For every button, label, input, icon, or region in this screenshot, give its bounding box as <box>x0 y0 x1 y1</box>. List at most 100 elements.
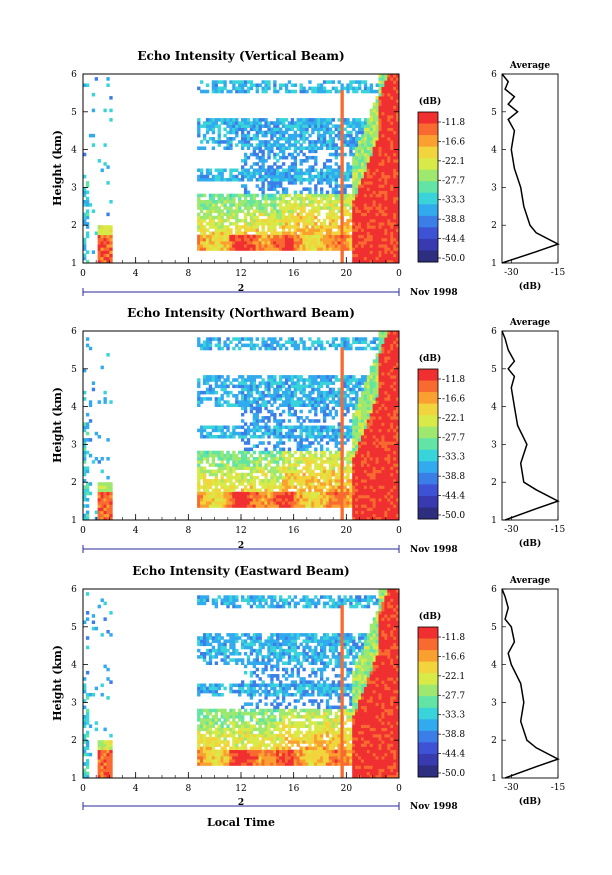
heatmap-cell <box>281 504 286 508</box>
heatmap-cell <box>197 337 201 341</box>
heatmap-cell <box>238 482 242 486</box>
heatmap-cell <box>202 425 207 430</box>
heatmap-cell <box>223 343 227 348</box>
heatmap-cell <box>360 171 365 176</box>
heatmap-cell <box>358 225 362 229</box>
heatmap-cell <box>249 206 254 210</box>
heatmap-cell <box>331 428 336 433</box>
heatmap-cell <box>229 381 233 385</box>
heatmap-cell <box>369 108 374 113</box>
heatmap-cell <box>241 438 245 442</box>
heatmap-cell <box>305 491 309 496</box>
heatmap-cell <box>296 482 300 486</box>
heatmap-cell <box>372 130 376 135</box>
heatmap-cell <box>358 171 362 176</box>
heatmap-cell <box>369 387 374 392</box>
heatmap-cell <box>235 425 239 430</box>
heatmap-cell <box>202 428 207 433</box>
heatmap-cell <box>208 378 213 382</box>
heatmap-cell <box>302 482 306 486</box>
heatmap-cell <box>217 171 221 176</box>
heatmap-cell <box>261 419 265 423</box>
heatmap-cell <box>197 390 201 395</box>
heatmap-cell <box>317 482 321 486</box>
heatmap-cell <box>343 190 347 195</box>
heatmap-cell <box>314 225 318 229</box>
heatmap-cell <box>106 244 110 248</box>
heatmap-cell <box>290 133 295 138</box>
heatmap-cell <box>238 218 242 223</box>
heatmap-cell <box>299 457 303 461</box>
heatmap-cell <box>238 491 242 496</box>
heatmap-cell <box>200 497 204 502</box>
heatmap-cell <box>302 460 306 464</box>
heatmap-cell <box>375 187 379 191</box>
heatmap-cell <box>261 469 265 474</box>
heatmap-cell <box>352 453 356 458</box>
heatmap-cell <box>299 121 303 125</box>
heatmap-cell <box>100 488 104 493</box>
heatmap-cell <box>217 127 221 132</box>
heatmap-cell <box>346 143 350 147</box>
heatmap-cell <box>200 146 204 150</box>
heatmap-cell <box>334 222 338 226</box>
heatmap-cell <box>103 247 107 251</box>
heatmap-cell <box>273 479 277 483</box>
heatmap-cell <box>340 140 344 144</box>
heatmap-cell <box>200 140 204 144</box>
heatmap-cell <box>317 193 321 198</box>
heatmap-cell <box>355 80 359 84</box>
heatmap-cell <box>281 200 286 204</box>
heatmap-cell <box>235 143 239 147</box>
heatmap-cell <box>334 450 338 455</box>
heatmap-cell <box>375 184 379 188</box>
heatmap-cell <box>322 218 327 223</box>
heatmap-cell <box>311 89 315 94</box>
heatmap-cell <box>232 403 236 407</box>
heatmap-cell <box>243 80 248 84</box>
heatmap-cell <box>372 337 376 341</box>
heatmap-cell <box>328 488 333 493</box>
heatmap-cell <box>270 479 274 483</box>
heatmap-cell <box>322 143 327 147</box>
heatmap-cell <box>396 250 400 254</box>
heatmap-cell <box>249 203 254 207</box>
heatmap-cell <box>311 497 315 502</box>
heatmap-cell <box>320 375 324 379</box>
heatmap-cell <box>378 215 382 220</box>
heatmap-cell <box>311 390 315 395</box>
heatmap-cell <box>322 203 327 207</box>
heatmap-cell <box>331 497 336 502</box>
heatmap-cell <box>299 203 303 207</box>
heatmap-cell <box>299 228 303 232</box>
heatmap-cell <box>372 159 376 163</box>
heatmap-cell <box>355 412 359 417</box>
heatmap-cell <box>346 431 350 436</box>
heatmap-cell <box>214 497 218 502</box>
heatmap-cell <box>83 491 87 496</box>
heatmap-cell <box>270 494 274 499</box>
heatmap-cell <box>296 174 300 179</box>
heatmap-cell <box>287 222 292 226</box>
heatmap-cell <box>358 130 362 135</box>
heatmap-cell <box>205 491 210 496</box>
heatmap-cell <box>366 181 371 185</box>
heatmap-cell <box>320 482 324 486</box>
heatmap-cell <box>252 240 257 245</box>
heatmap-cell <box>208 340 213 344</box>
heatmap-cell <box>372 225 376 229</box>
heatmap-cell <box>355 457 359 461</box>
heatmap-cell <box>235 86 239 91</box>
heatmap-cell <box>220 215 224 220</box>
heatmap-cell <box>200 193 204 198</box>
heatmap-cell <box>246 494 251 499</box>
heatmap-cell <box>372 387 376 392</box>
heatmap-cell <box>305 447 309 452</box>
heatmap-cell <box>255 337 259 341</box>
heatmap-cell <box>106 253 110 258</box>
heatmap-cell <box>358 140 362 144</box>
heatmap-cell <box>299 177 303 182</box>
heatmap-cell <box>279 206 283 210</box>
heatmap-cell <box>214 222 218 226</box>
heatmap-cell <box>308 381 312 385</box>
